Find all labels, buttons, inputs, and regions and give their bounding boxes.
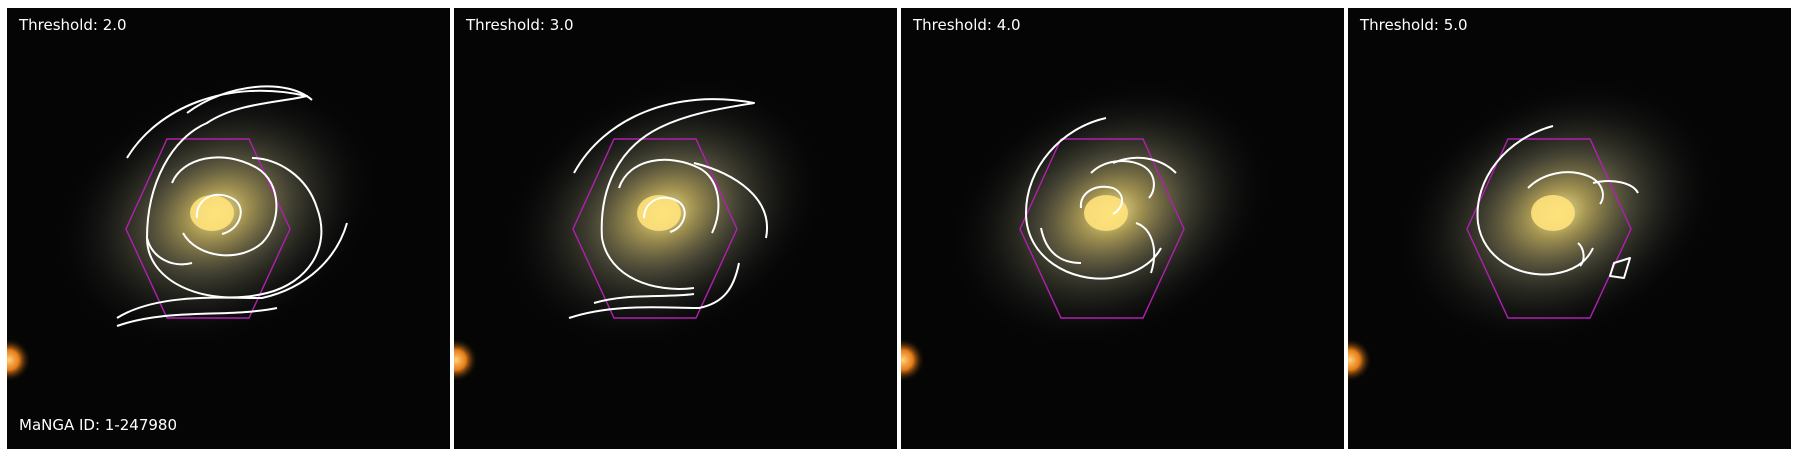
arm-contours [1476, 125, 1639, 279]
galaxy-core [1531, 195, 1575, 231]
galaxy-image [1348, 8, 1791, 449]
galaxy-core [1084, 195, 1128, 231]
foreground-star [901, 338, 925, 382]
ifu-hexagon [125, 138, 291, 319]
arm-contours [1025, 117, 1177, 280]
arm-contours [568, 98, 769, 319]
foreground-star [7, 338, 31, 382]
panel-threshold-4: Threshold: 4.0 [901, 8, 1344, 449]
arm-contours [116, 85, 348, 327]
ifu-hexagon [1019, 138, 1185, 319]
foreground-star [1348, 338, 1372, 382]
foreground-star [454, 338, 478, 382]
galaxy-image [7, 8, 450, 449]
panel-threshold-2: Threshold: 2.0 MaNGA ID: 1-247980 [7, 8, 450, 449]
ifu-hexagon [1466, 138, 1632, 319]
galaxy-image [901, 8, 1344, 449]
panel-threshold-3: Threshold: 3.0 [454, 8, 897, 449]
galaxy-image [454, 8, 897, 449]
ifu-hexagon [572, 138, 738, 319]
panel-threshold-5: Threshold: 5.0 [1348, 8, 1791, 449]
